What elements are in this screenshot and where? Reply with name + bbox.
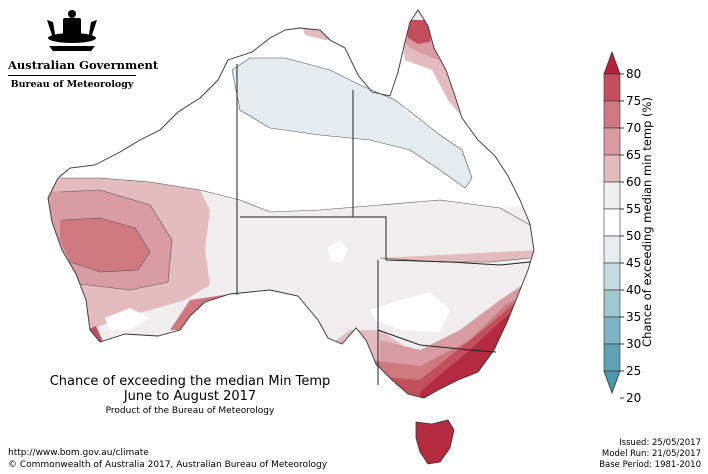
- se-white-pocket: [370, 292, 450, 332]
- legend-tick-label: 60: [626, 175, 641, 189]
- legend-arrow-bottom: [603, 370, 621, 395]
- sw-coast-70-zone: [170, 290, 270, 330]
- product-note: Product of the Bureau of Meteorology: [105, 406, 275, 416]
- legend-swatch: [603, 289, 621, 318]
- legend-tick-label: 20: [626, 391, 641, 405]
- state-borders: [236, 64, 531, 385]
- map-title: Chance of exceeding the median Min Temp: [49, 374, 331, 389]
- sw-white-pocket: [105, 308, 150, 330]
- footer-url[interactable]: http://www.bom.gov.au/climate: [8, 448, 149, 458]
- legend-tick-label: 35: [626, 310, 641, 324]
- legend-arrow-top: [603, 50, 621, 75]
- qld-nsw-border: [385, 259, 531, 266]
- legend-swatch: [603, 262, 621, 291]
- legend-swatch: [603, 73, 621, 102]
- map-period: June to August 2017: [123, 389, 257, 404]
- legend-swatch: [603, 316, 621, 345]
- cape-york-75-zone: [406, 20, 432, 44]
- legend-tick-label: 70: [626, 121, 641, 135]
- legend-tick-label: 65: [626, 148, 641, 162]
- footer-base-period: Base Period: 1981-2010: [599, 460, 701, 470]
- footer-copyright: © Commonwealth of Australia 2017, Austra…: [8, 460, 328, 470]
- tasmania: [415, 419, 455, 465]
- coat-of-arms-icon: [47, 10, 97, 51]
- legend-colorbar: 80 75 70 65 60 55 50 45 40 35 30 25 20: [603, 50, 641, 405]
- legend-swatch: [603, 127, 621, 156]
- nsw-vic-border: [377, 329, 497, 353]
- legend-tick-label: 55: [626, 202, 641, 216]
- map-title-block: Chance of exceeding the median Min Temp …: [20, 374, 360, 416]
- legend-swatch: [603, 343, 621, 372]
- footer-model-run: Model Run: 21/05/2017: [601, 449, 701, 459]
- legend-swatch: [603, 208, 621, 237]
- legend-tick-label: 45: [626, 256, 641, 270]
- legend-tick-label: 30: [626, 337, 641, 351]
- government-logo: Australian Government Bureau of Meteorol…: [8, 8, 159, 90]
- coastline: [47, 9, 535, 399]
- footer-issued: Issued: 25/05/2017: [619, 438, 701, 448]
- legend-swatch: [603, 154, 621, 183]
- north-pale-blue-zone: [232, 58, 472, 188]
- legend-label: Chance of exceeding median min temp (%): [640, 97, 654, 347]
- west-70-zone: [60, 218, 150, 272]
- legend-tick-label: 80: [626, 67, 641, 81]
- bureau-name: Bureau of Meteorology: [8, 75, 136, 90]
- legend-tick-label: 75: [626, 94, 641, 108]
- legend-tick-label: 50: [626, 229, 641, 243]
- government-name: Australian Government: [8, 58, 159, 72]
- sa-qld-border: [353, 216, 387, 260]
- contour-lines: [59, 57, 531, 291]
- legend-swatch: [603, 181, 621, 210]
- footer-left: http://www.bom.gov.au/climate © Commonwe…: [8, 447, 327, 471]
- legend-tick-label: 40: [626, 283, 641, 297]
- legend-swatch: [603, 100, 621, 129]
- legend-tick-label: 25: [626, 364, 641, 378]
- footer-right: Issued: 25/05/2017 Model Run: 21/05/2017…: [599, 438, 701, 471]
- legend-swatch: [603, 235, 621, 264]
- central-white-pocket: [328, 240, 348, 262]
